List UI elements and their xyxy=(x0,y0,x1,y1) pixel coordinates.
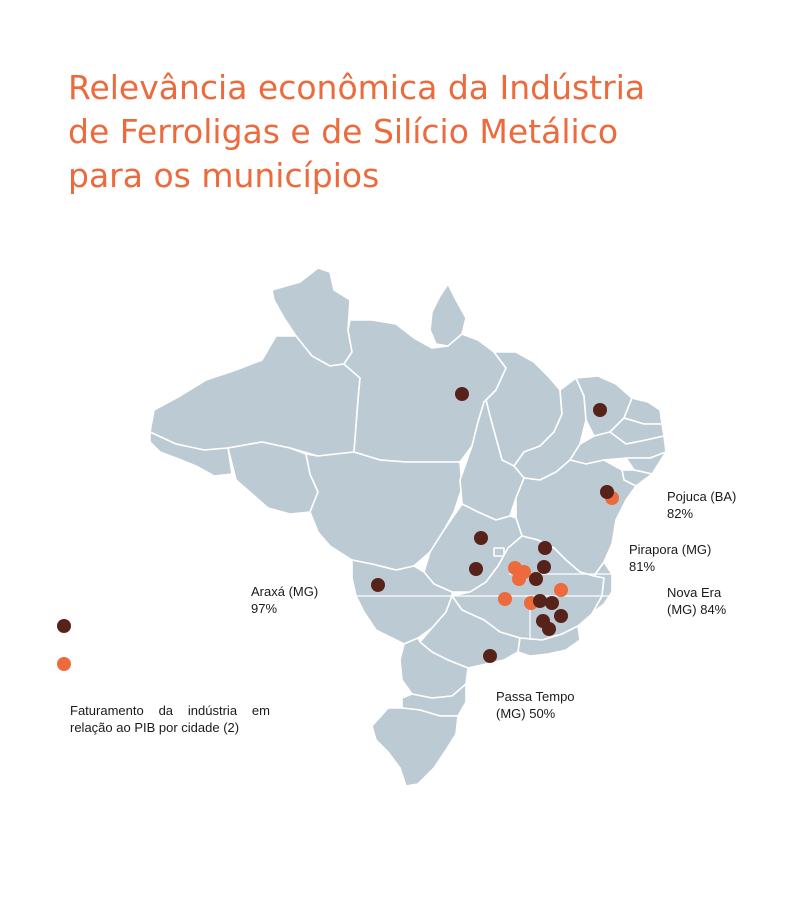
title-line-3: para os municípios xyxy=(68,156,380,195)
state-df xyxy=(493,547,505,557)
map-title: Relevância econômica da Indústria de Fer… xyxy=(68,66,768,198)
callout-nova-era-name: Nova Era xyxy=(667,585,722,600)
callout-pirapora: Pirapora (MG) 81% xyxy=(629,541,711,575)
state-rio-grande-do-sul xyxy=(371,707,459,787)
marker-dark-goias-1 xyxy=(474,531,488,545)
legend-note: Faturamento da indústria em relação ao P… xyxy=(70,703,270,735)
state-acre xyxy=(149,431,233,477)
callout-araxa-pct: 97% xyxy=(251,601,278,616)
callout-pirapora-pct: 81% xyxy=(629,559,656,574)
marker-dark-mg-2 xyxy=(537,560,551,574)
callout-pirapora-name: Pirapora (MG) xyxy=(629,542,712,557)
marker-dark-mg-8 xyxy=(542,622,556,636)
marker-dark-para xyxy=(455,387,469,401)
state-rio-de-janeiro xyxy=(517,625,581,657)
callout-nova-era: Nova Era (MG) 84% xyxy=(667,584,726,618)
legend-dark-dot xyxy=(57,619,71,633)
marker-araxa xyxy=(371,578,385,592)
legend-orange-dot xyxy=(57,657,71,671)
title-line-1: Relevância econômica da Indústria xyxy=(68,68,646,107)
marker-dark-mg-4 xyxy=(533,594,547,608)
state-rondonia xyxy=(227,441,319,515)
title-line-2: de Ferroligas e de Silício Metálico xyxy=(68,112,619,151)
state-espirito-santo xyxy=(591,561,613,615)
marker-dark-ceara xyxy=(593,403,607,417)
marker-dark-mg-5 xyxy=(545,596,559,610)
callout-pojuca: Pojuca (BA) 82% xyxy=(667,488,736,522)
marker-dark-mg-north xyxy=(538,541,552,555)
marker-passa-tempo xyxy=(483,649,497,663)
marker-orange-mg-west xyxy=(498,592,512,606)
callout-passa-tempo-name: Passa Tempo xyxy=(496,689,575,704)
marker-dark-bahia xyxy=(600,485,614,499)
marker-dark-mg-3 xyxy=(529,572,543,586)
markers-layer xyxy=(371,387,619,663)
marker-dark-mg-6 xyxy=(554,609,568,623)
callout-araxa: Araxá (MG) 97% xyxy=(251,583,318,617)
marker-pirapora-3 xyxy=(512,572,526,586)
state-alagoas xyxy=(625,451,667,475)
callout-pojuca-name: Pojuca (BA) xyxy=(667,489,737,504)
callout-nova-era-pct: (MG) 84% xyxy=(667,602,727,617)
states-layer xyxy=(149,267,667,787)
callout-passa-tempo: Passa Tempo (MG) 50% xyxy=(496,688,575,722)
marker-dark-goias-2 xyxy=(469,562,483,576)
callout-araxa-name: Araxá (MG) xyxy=(251,584,319,599)
callout-passa-tempo-pct: (MG) 50% xyxy=(496,706,556,721)
callout-pojuca-pct: 82% xyxy=(667,506,694,521)
state-amapa xyxy=(429,283,467,347)
marker-nova-era xyxy=(554,583,568,597)
